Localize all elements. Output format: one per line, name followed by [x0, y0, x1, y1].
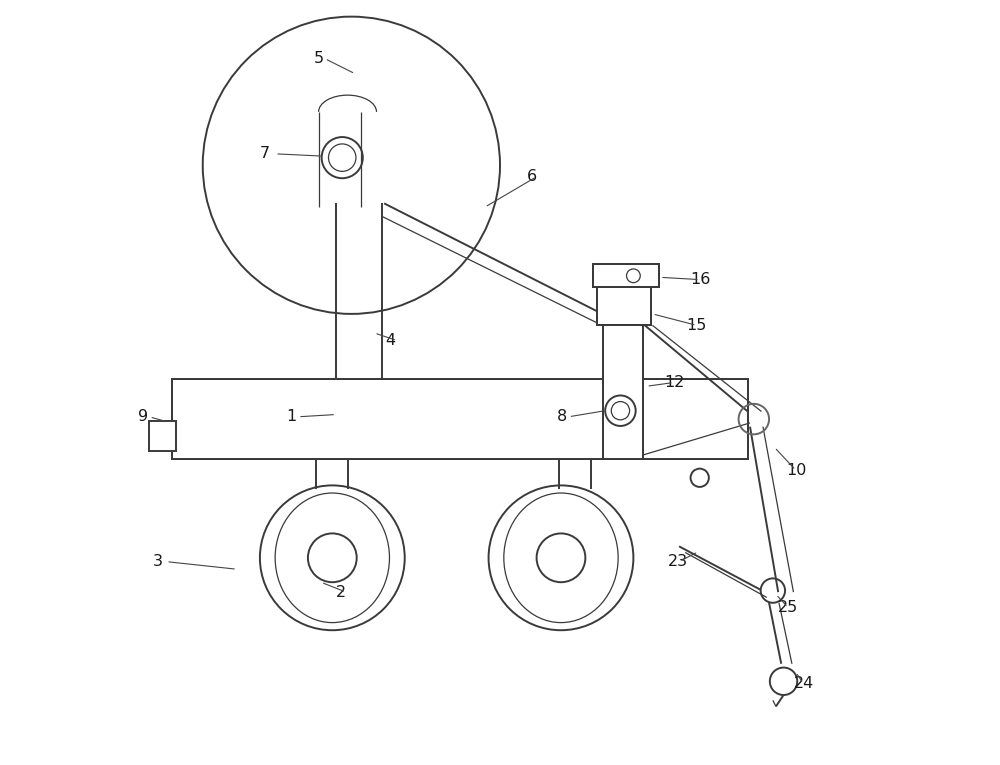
Text: 1: 1 — [287, 409, 297, 425]
Text: 2: 2 — [336, 584, 346, 600]
Text: 8: 8 — [557, 409, 567, 425]
Bar — [593, 265, 659, 287]
Text: 5: 5 — [313, 51, 323, 66]
Text: 10: 10 — [786, 463, 806, 477]
Text: 9: 9 — [138, 409, 148, 425]
Text: 12: 12 — [664, 375, 684, 390]
Bar — [603, 325, 643, 459]
Bar — [172, 379, 748, 459]
Text: 24: 24 — [793, 676, 814, 691]
Text: 4: 4 — [386, 333, 396, 348]
Bar — [149, 421, 176, 451]
Text: 3: 3 — [153, 554, 163, 569]
Bar — [597, 287, 651, 325]
Text: 15: 15 — [687, 317, 707, 333]
Text: 6: 6 — [527, 169, 537, 184]
Bar — [593, 265, 659, 287]
Bar — [603, 325, 643, 459]
Text: 7: 7 — [260, 146, 270, 161]
Bar — [172, 379, 748, 459]
Text: 16: 16 — [691, 272, 711, 287]
Text: 23: 23 — [668, 554, 688, 569]
Bar — [597, 287, 651, 325]
Text: 25: 25 — [778, 600, 798, 615]
